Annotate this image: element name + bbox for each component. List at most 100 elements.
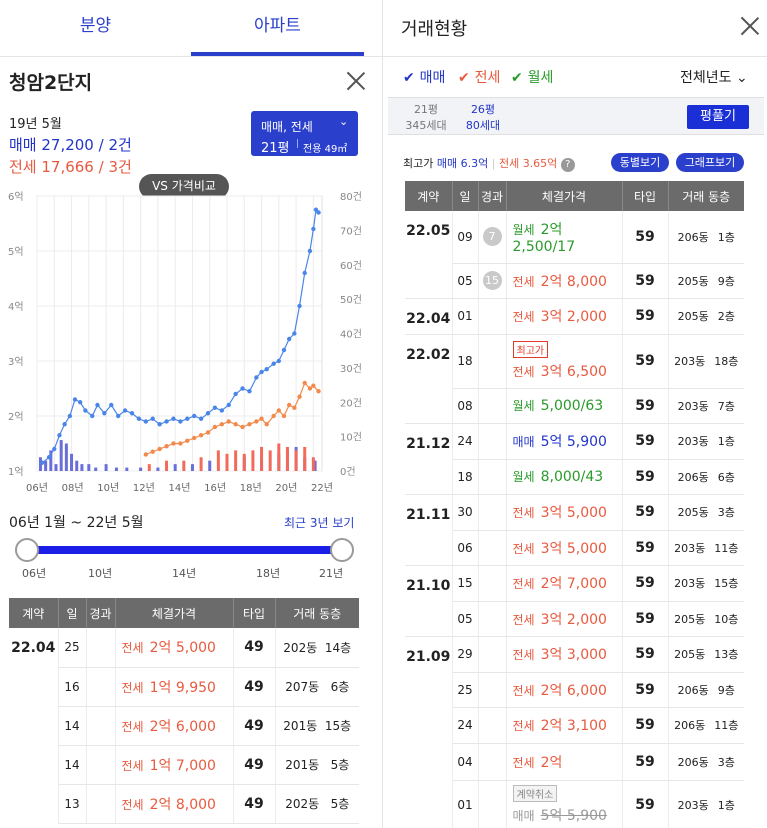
data-point-sale xyxy=(57,433,62,438)
dong-label: 205동 xyxy=(674,648,706,661)
deal-kind: 전세 xyxy=(512,719,535,733)
slider-handle-start[interactable] xyxy=(15,538,39,562)
size-option-26[interactable]: 26평 80세대 xyxy=(453,101,513,133)
table-row[interactable]: 06 전세 3억 5,000 59 203동 11층 xyxy=(405,530,744,566)
deal-amount: 3억 2,000 xyxy=(540,611,607,628)
data-point-sale xyxy=(292,331,297,336)
data-point-jeon xyxy=(264,422,269,427)
data-point-jeon xyxy=(191,435,197,441)
y-left-tick-label: 2억 xyxy=(8,411,24,423)
dong-label: 203동 xyxy=(677,799,709,812)
dong-label: 206동 xyxy=(677,683,709,697)
table-row[interactable]: 22.05 09 7 월세 2억 2,500/17 59 206동 1층 xyxy=(405,211,744,299)
year-select[interactable]: 전체년도 ⌄ xyxy=(680,67,748,87)
data-point-sale xyxy=(226,402,231,408)
building-view-button[interactable]: 동별보기 xyxy=(611,153,669,172)
tab-apartment[interactable]: 아파트 xyxy=(254,16,301,36)
size-option-21[interactable]: 21평 345세대 xyxy=(396,101,456,133)
bar-sale-volume xyxy=(70,453,74,471)
table-row[interactable]: 18 월세 8,000/43 59 206동 6층 xyxy=(405,459,744,495)
table-row[interactable]: 21.10 15 전세 2억 7,000 59 203동 15층 xyxy=(405,565,744,637)
close-icon[interactable] xyxy=(346,71,366,91)
table-row[interactable]: 22.02 18 최고가 전세 3억 6,500 59 203동 18층 xyxy=(405,334,744,424)
top-tabs: 분양 아파트 xyxy=(0,0,382,57)
filter-0[interactable]: ✔ 매매 xyxy=(403,67,445,87)
table-row[interactable]: 14 전세 1억 7,000 49 201동 5층 xyxy=(9,745,359,785)
table-row[interactable]: 25 전세 2억 6,000 59 206동 9층 xyxy=(405,672,744,708)
price-cell: 최고가 전세 3억 6,500 xyxy=(506,334,623,389)
table-row[interactable]: 21.12 24 매매 5억 5,900 59 203동 1층 xyxy=(405,423,744,495)
contract-month: 21.09 xyxy=(405,636,453,828)
table-row[interactable]: 16 전세 1억 9,950 49 207동 6층 xyxy=(9,667,359,707)
help-icon[interactable]: ? xyxy=(560,158,575,172)
type-size-selector[interactable]: 매매, 전세 ⌄ 21평 | 전용 49㎡ xyxy=(251,111,358,156)
table-row[interactable]: 08 월세 5,000/63 59 203동 7층 xyxy=(405,388,744,424)
dong-label: 206동 xyxy=(677,755,709,769)
data-point-sale xyxy=(286,336,292,342)
bar-sale-volume xyxy=(75,460,79,471)
data-point-sale xyxy=(254,375,259,380)
floorplan-button[interactable]: 평풀기 xyxy=(687,105,749,129)
elapsed-cell xyxy=(478,334,507,389)
price-cell: 전세 2억 6,000 xyxy=(506,672,623,708)
deal-amount: 2억 8,000 xyxy=(149,796,216,813)
selector-type: 매매, 전세 xyxy=(261,120,313,134)
contract-month: 22.02 xyxy=(405,334,453,424)
type-cell: 59 xyxy=(622,743,669,781)
bar-jeonse-volume xyxy=(182,460,186,471)
day-cell: 05 xyxy=(452,263,479,299)
data-point-sale xyxy=(178,419,183,424)
location-cell: 202동 5층 xyxy=(275,784,359,824)
table-row[interactable]: 22.04 01 전세 3억 2,000 59 205동 2층 xyxy=(405,298,744,335)
table-row[interactable]: 05 전세 3억 2,000 59 205동 10층 xyxy=(405,601,744,637)
slider-handle-end[interactable] xyxy=(330,538,354,562)
elapsed-cell xyxy=(478,601,507,637)
elapsed-cell xyxy=(478,672,507,708)
floor-label: 9층 xyxy=(717,683,735,697)
table-row[interactable]: 05 15 전세 2억 8,000 59 205동 9층 xyxy=(405,263,744,299)
location-cell: 203동 7층 xyxy=(668,388,744,424)
table-row[interactable]: 01 계약취소 매매 5억 5,900 59 203동 1층 xyxy=(405,780,744,828)
deal-kind: 전세 xyxy=(512,541,535,556)
data-point-jeon xyxy=(240,424,245,430)
data-point-jeon xyxy=(286,402,292,408)
tab-presale[interactable]: 분양 xyxy=(79,16,112,36)
filter-2[interactable]: ✔ 월세 xyxy=(511,67,553,87)
location-cell: 203동 18층 xyxy=(668,334,744,389)
data-point-sale xyxy=(264,367,269,372)
elapsed-cell xyxy=(86,667,116,707)
filter-1[interactable]: ✔ 전세 xyxy=(458,67,500,87)
price-compare-button[interactable]: VS 가격비교 xyxy=(139,174,229,199)
floor-label: 11층 xyxy=(714,541,739,555)
deal-amount: 3억 5,000 xyxy=(540,505,607,521)
price-cell: 매매 5억 5,900 xyxy=(506,423,623,460)
table-row[interactable]: 14 전세 2억 6,000 49 201동 15층 xyxy=(9,706,359,746)
deal-kind: 전세 xyxy=(512,648,535,662)
data-point-sale xyxy=(198,416,204,421)
dong-label: 205동 xyxy=(674,612,706,626)
range-slider[interactable] xyxy=(15,538,355,564)
elapsed-cell xyxy=(86,784,116,824)
summary-jeonse: 전세 17,666 / 3건 xyxy=(9,158,132,176)
table-row[interactable]: 21.11 30 전세 3억 5,000 59 205동 3층 xyxy=(405,494,744,566)
deal-kind: 전세 xyxy=(512,612,535,627)
close-icon[interactable] xyxy=(740,16,760,36)
table-row[interactable]: 13 전세 2억 8,000 49 202동 5층 xyxy=(9,784,359,824)
table-row[interactable]: 22.04 25 전세 2억 5,000 49 202동 14층 xyxy=(9,628,359,823)
y-right-tick-label: 50건 xyxy=(340,294,362,306)
table-row[interactable]: 04 전세 2억 59 206동 3층 xyxy=(405,743,744,781)
y-right-tick-label: 70건 xyxy=(340,225,362,237)
recent-3y-button[interactable]: 최근 3년 보기 xyxy=(284,516,355,530)
x-tick-label: 12년 xyxy=(133,482,155,494)
data-point-sale xyxy=(90,413,95,419)
elapsed-cell: 7 xyxy=(478,211,507,264)
deal-amount: 5억 5,900 xyxy=(540,434,607,450)
data-point-jeon xyxy=(233,422,238,427)
panel-title: 거래현황 xyxy=(401,19,468,40)
table-row[interactable]: 24 전세 2억 3,100 59 206동 11층 xyxy=(405,707,744,744)
location-cell: 207동 6층 xyxy=(275,667,359,707)
table-row[interactable]: 21.09 29 전세 3억 3,000 59 205동 13층 xyxy=(405,636,744,828)
graph-view-button[interactable]: 그래프보기 xyxy=(676,153,744,172)
col-header-price: 체결가격 xyxy=(115,598,234,628)
units-label: 345세대 xyxy=(405,119,447,132)
